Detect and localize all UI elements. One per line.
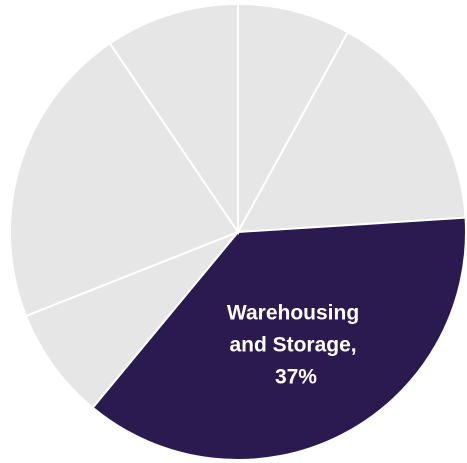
pie-slice — [9, 42, 240, 318]
slice-label: Warehousing and Storage, 37% — [227, 301, 365, 388]
pie-slice — [237, 2, 350, 233]
slice-label-line: 37% — [275, 365, 317, 388]
pie-slice — [91, 216, 467, 461]
pie-slice — [236, 30, 467, 234]
slice-label-line: Warehousing — [227, 301, 365, 324]
slice-label-line: and Storage, — [229, 333, 362, 356]
pie-slice — [108, 2, 239, 236]
pie-slice — [24, 231, 239, 410]
